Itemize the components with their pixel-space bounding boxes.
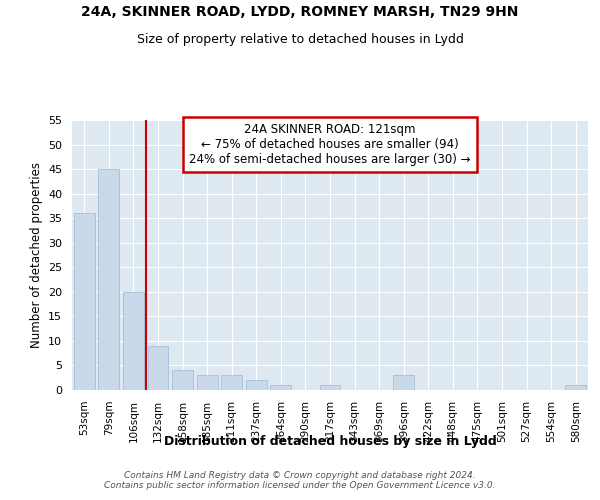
Bar: [172, 370, 193, 390]
Bar: [246, 380, 267, 390]
Bar: [74, 214, 95, 390]
Text: 24A SKINNER ROAD: 121sqm
← 75% of detached houses are smaller (94)
24% of semi-d: 24A SKINNER ROAD: 121sqm ← 75% of detach…: [189, 122, 471, 166]
Bar: [565, 385, 586, 390]
Bar: [98, 169, 119, 390]
Bar: [393, 376, 414, 390]
Bar: [123, 292, 144, 390]
Text: Size of property relative to detached houses in Lydd: Size of property relative to detached ho…: [137, 32, 463, 46]
Text: Distribution of detached houses by size in Lydd: Distribution of detached houses by size …: [164, 435, 496, 448]
Text: 24A, SKINNER ROAD, LYDD, ROMNEY MARSH, TN29 9HN: 24A, SKINNER ROAD, LYDD, ROMNEY MARSH, T…: [82, 5, 518, 19]
Y-axis label: Number of detached properties: Number of detached properties: [29, 162, 43, 348]
Bar: [197, 376, 218, 390]
Text: Contains HM Land Registry data © Crown copyright and database right 2024.
Contai: Contains HM Land Registry data © Crown c…: [104, 470, 496, 490]
Bar: [271, 385, 292, 390]
Bar: [320, 385, 340, 390]
Bar: [148, 346, 169, 390]
Bar: [221, 376, 242, 390]
